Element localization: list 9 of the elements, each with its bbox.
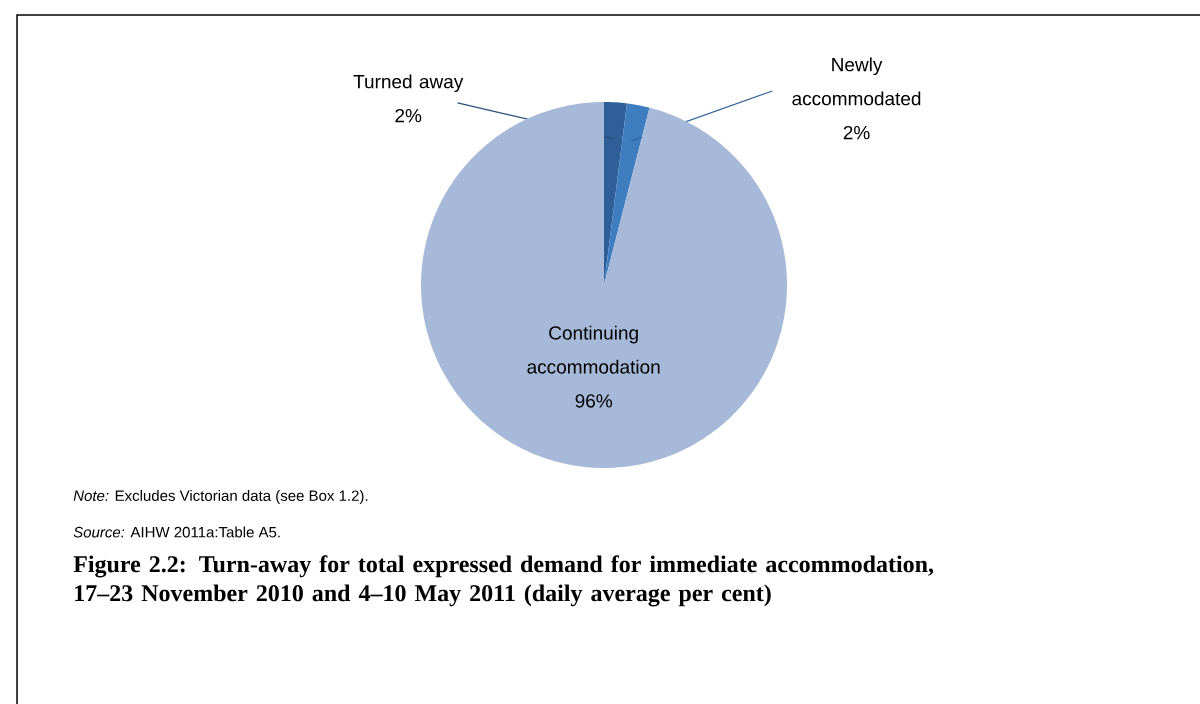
slice-label: Continuing accommodation	[527, 325, 660, 374]
data-label: 96%	[575, 394, 613, 408]
text: Source: AIHW 2011a:Table A5.	[73, 526, 280, 538]
slice-label: Turned away	[353, 74, 464, 93]
text: Figure 2.2: Turn-away for total expressed demand for immediate accommodation, 17–23 November 2010 and 4–10 May 2011 (daily average per cent)	[73, 555, 934, 607]
slice-label: Newly accommodated	[792, 57, 921, 106]
text: Note: Excludes Victorian data (see Box 1.2).	[73, 490, 368, 504]
data-label: 2%	[395, 108, 422, 123]
data-label: 2%	[843, 125, 870, 140]
